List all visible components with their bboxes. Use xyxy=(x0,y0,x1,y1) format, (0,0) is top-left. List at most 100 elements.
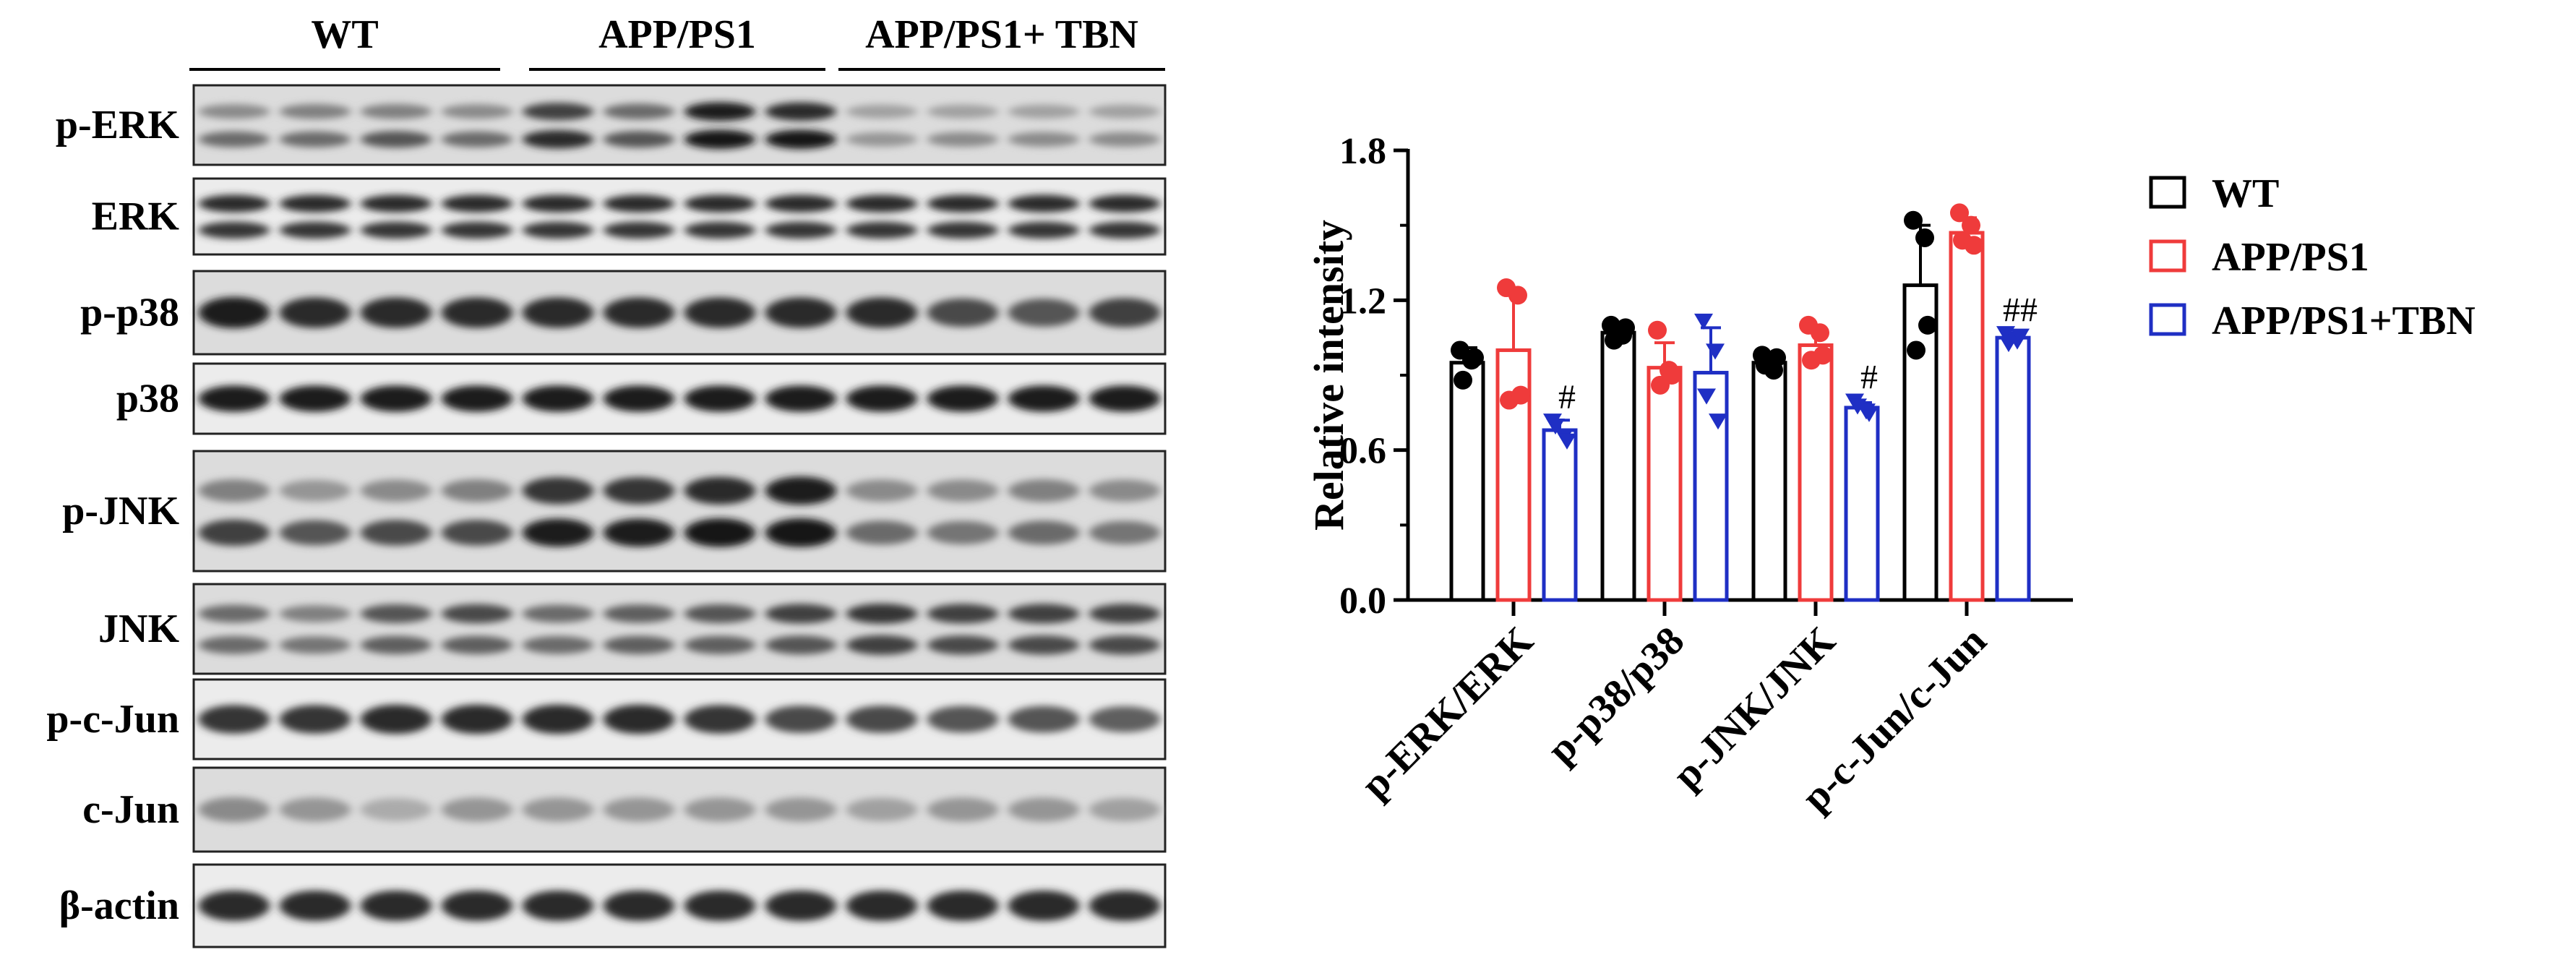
band xyxy=(846,221,918,239)
band xyxy=(279,131,351,147)
band xyxy=(846,891,918,921)
bar-wt-p-p38-p38 xyxy=(1600,330,1636,602)
x-category-label: p-p38/p38 xyxy=(1539,618,1693,772)
band xyxy=(441,635,513,655)
data-point xyxy=(1848,398,1867,415)
band xyxy=(360,798,432,821)
band xyxy=(198,296,270,329)
band xyxy=(1008,891,1080,921)
band xyxy=(441,297,513,328)
band xyxy=(927,298,999,327)
band xyxy=(360,221,432,239)
band xyxy=(846,706,918,733)
band xyxy=(1089,194,1161,213)
band xyxy=(765,102,837,121)
band xyxy=(1008,479,1080,502)
band xyxy=(1089,221,1161,239)
band xyxy=(522,518,594,547)
band xyxy=(1089,891,1161,921)
band xyxy=(198,891,270,921)
band xyxy=(765,194,837,213)
data-point xyxy=(1648,320,1667,340)
band xyxy=(1008,706,1080,733)
data-point xyxy=(1605,330,1623,350)
band xyxy=(441,891,513,921)
band xyxy=(765,385,837,412)
band xyxy=(927,479,999,502)
band xyxy=(279,221,351,239)
legend-item-app-ps1: APP/PS1 xyxy=(2149,235,2369,280)
group-label-wt: WT xyxy=(311,12,378,57)
bar-app-ps1-tbn-p-p38-p38 xyxy=(1693,371,1729,602)
data-point xyxy=(1465,348,1484,367)
band xyxy=(1089,797,1161,822)
data-point xyxy=(1811,323,1829,343)
blot-membrane xyxy=(192,84,1167,166)
band xyxy=(846,520,918,545)
blot-membrane xyxy=(192,678,1167,760)
band xyxy=(684,194,756,213)
band xyxy=(522,477,594,505)
bar-group-p-c-jun-c-jun: p-c-Jun/c-Jun xyxy=(1793,203,2031,820)
band xyxy=(441,604,513,624)
band xyxy=(927,520,999,545)
band xyxy=(1008,797,1080,822)
blot-strip-p-c-jun xyxy=(192,678,1167,760)
band xyxy=(360,131,432,148)
band xyxy=(603,477,675,505)
data-point xyxy=(1860,406,1879,422)
band xyxy=(603,635,675,655)
data-point xyxy=(1907,340,1925,360)
band xyxy=(765,221,837,239)
band xyxy=(846,132,918,147)
band xyxy=(684,518,756,547)
band xyxy=(1089,385,1161,412)
band xyxy=(279,605,351,622)
band xyxy=(360,479,432,502)
blot-membrane xyxy=(192,362,1167,435)
band xyxy=(927,891,999,921)
band xyxy=(279,479,351,502)
legend: WT APP/PS1 APP/PS1+TBN xyxy=(2149,171,2476,343)
band xyxy=(198,131,270,147)
band xyxy=(603,103,675,120)
data-point xyxy=(1616,318,1635,338)
band xyxy=(441,194,513,213)
band xyxy=(765,297,837,328)
band xyxy=(1008,221,1080,239)
band xyxy=(1008,194,1080,213)
blot-membrane xyxy=(192,863,1167,948)
band xyxy=(1008,385,1080,412)
data-point xyxy=(1662,366,1681,385)
band xyxy=(684,604,756,623)
blot-strip-erk xyxy=(192,177,1167,256)
band xyxy=(603,131,675,148)
data-point xyxy=(1918,315,1937,335)
blot-strip-p38 xyxy=(192,362,1167,435)
band xyxy=(846,297,918,328)
legend-label: APP/PS1+TBN xyxy=(2212,299,2476,343)
band xyxy=(360,604,432,623)
band xyxy=(198,797,270,823)
band xyxy=(603,221,675,239)
group-label-app-ps1-tbn: APP/PS1+ TBN xyxy=(865,12,1138,57)
band xyxy=(927,797,999,822)
band xyxy=(1089,104,1161,119)
significance-marker: # xyxy=(1860,359,1878,397)
band xyxy=(522,194,594,213)
band xyxy=(684,129,756,149)
significance-marker: ## xyxy=(2003,291,2038,329)
y-tick-label: 0.6 xyxy=(1339,431,1386,472)
band xyxy=(846,194,918,213)
data-point xyxy=(1767,348,1786,367)
band xyxy=(765,604,837,624)
band xyxy=(765,476,837,505)
band xyxy=(279,520,351,546)
band xyxy=(441,131,513,147)
blot-membrane xyxy=(192,583,1167,675)
data-point xyxy=(1511,385,1530,405)
band xyxy=(1089,479,1161,502)
band xyxy=(603,891,675,921)
band xyxy=(522,635,594,654)
band xyxy=(522,130,594,149)
